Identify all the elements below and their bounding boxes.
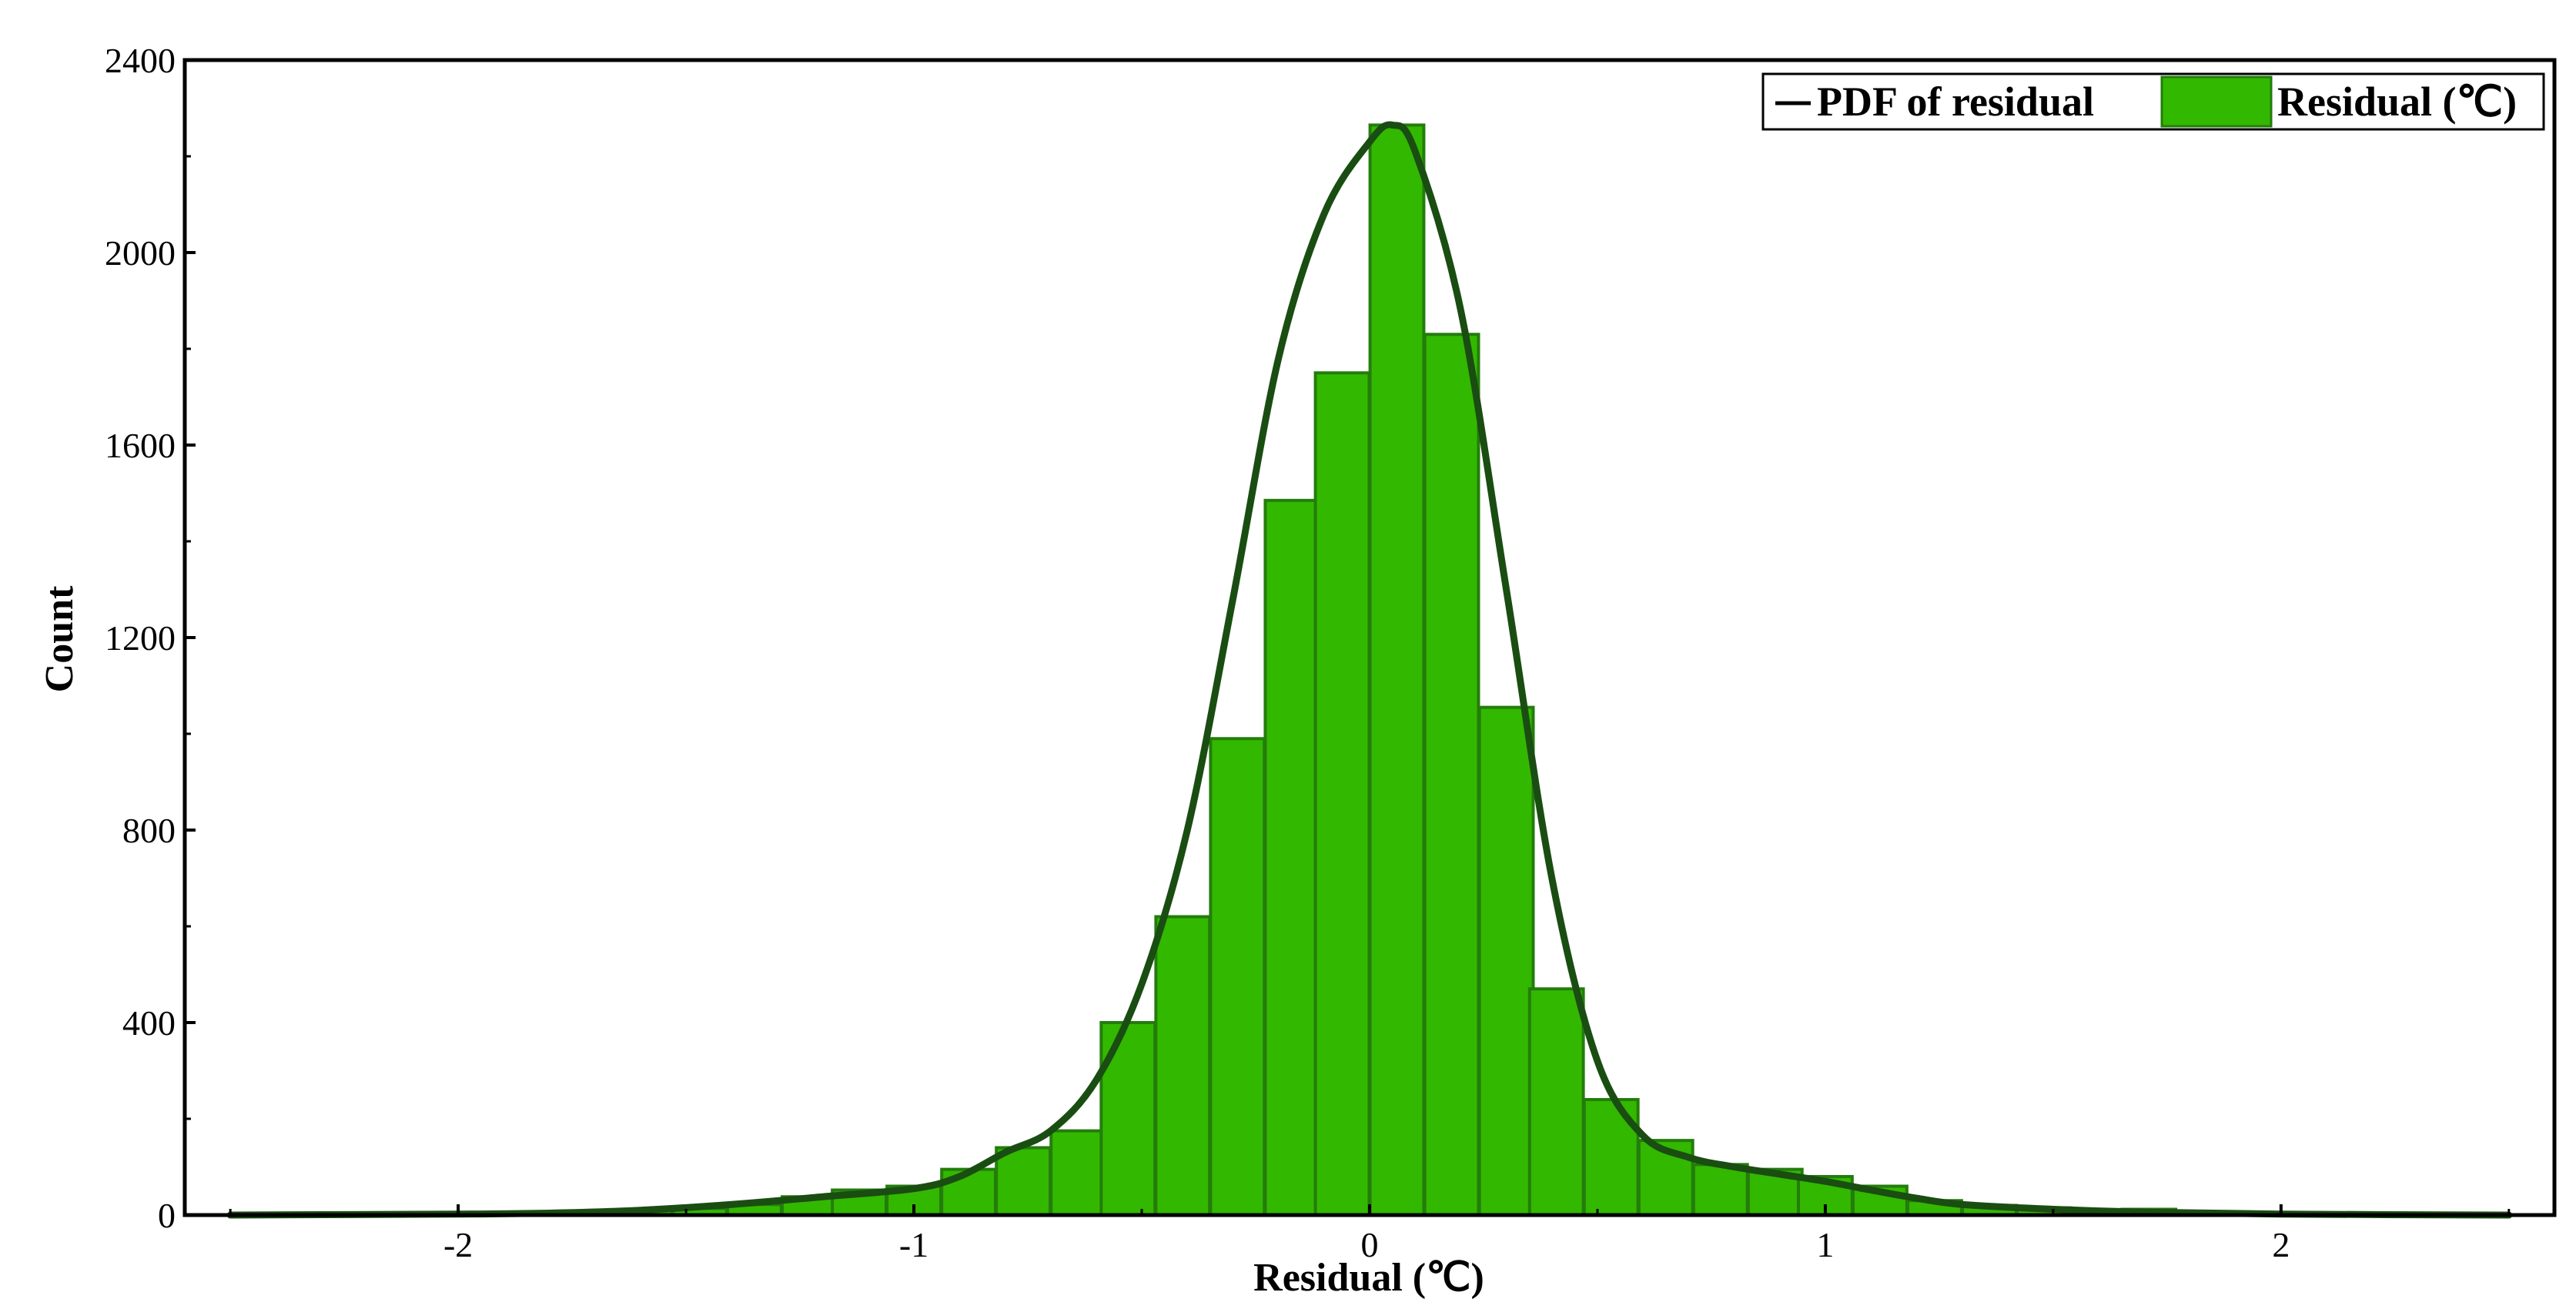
legend: PDF of residual Residual (℃) xyxy=(1761,72,2545,131)
histogram-bars xyxy=(616,123,2233,1217)
legend-pdf-label: PDF of residual xyxy=(1817,79,2094,125)
y-tick-label-5: 2000 xyxy=(105,233,176,273)
y-tick-label-1: 400 xyxy=(122,1003,176,1043)
histogram-bar-17 xyxy=(1527,987,1585,1217)
legend-residual-label: Residual (℃) xyxy=(2277,79,2517,125)
histogram-bar-10 xyxy=(1154,915,1212,1217)
histogram-bar-7 xyxy=(995,1146,1052,1217)
legend-frame xyxy=(1761,72,2545,131)
y-tick-label-3: 1200 xyxy=(105,618,176,658)
y-tick-label-4: 1600 xyxy=(105,426,176,465)
legend-residual-swatch xyxy=(2160,75,2273,128)
histogram-bar-12 xyxy=(1263,498,1321,1217)
y-tick-label-0: 0 xyxy=(158,1196,176,1235)
x-tick-label-0: -2 xyxy=(443,1225,473,1264)
x-tick-label-4: 2 xyxy=(2272,1225,2290,1264)
x-tick-label-1: -1 xyxy=(899,1225,928,1264)
y-axis-title: Count xyxy=(38,585,82,692)
pdf-curve xyxy=(226,121,2513,1219)
histogram-bar-15 xyxy=(1423,333,1480,1217)
y-tick-label-6: 2400 xyxy=(105,41,176,80)
histogram-bar-16 xyxy=(1477,705,1535,1217)
histogram-bar-13 xyxy=(1313,371,1371,1217)
x-axis-title: Residual (℃) xyxy=(1253,1256,1484,1300)
histogram-bar-8 xyxy=(1049,1129,1107,1217)
histogram-bar-11 xyxy=(1209,737,1266,1217)
x-tick-label-3: 1 xyxy=(1816,1225,1834,1264)
histogram-bar-14 xyxy=(1368,123,1426,1217)
y-tick-label-2: 800 xyxy=(122,811,176,850)
histogram-bar-20 xyxy=(1691,1163,1749,1217)
x-tick-label-2: 0 xyxy=(1361,1225,1379,1264)
axis-ticks: -2 -1 0 1 2 0 400 800 1200 1600 2000 2400 xyxy=(105,41,2511,1264)
pdf-curve-layer xyxy=(226,121,2513,1219)
